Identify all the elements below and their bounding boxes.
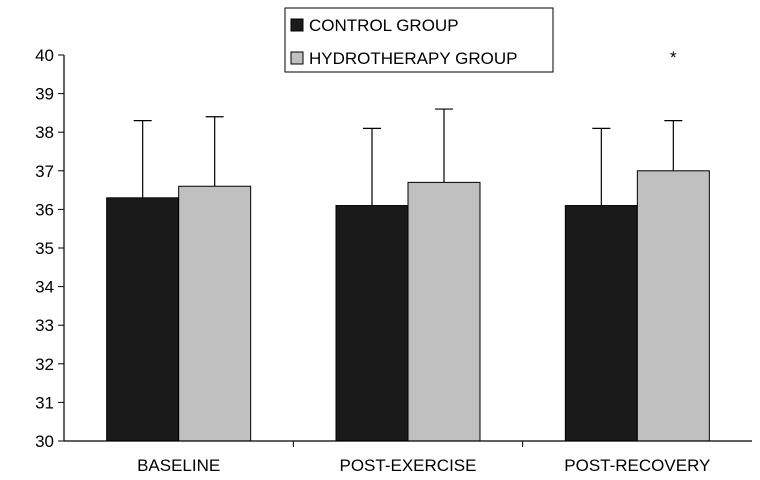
bar-control-2	[564, 205, 638, 442]
bars-layer	[106, 170, 710, 442]
y-ticks-layer: 30 31 32 33 34 35 36 37 38 39 40	[35, 46, 64, 451]
y-tick-label: 30	[35, 432, 54, 451]
bar-hydrotherapy-1	[407, 181, 481, 442]
legend-label-hydrotherapy: HYDROTHERAPY GROUP	[309, 49, 517, 68]
y-tick-label: 31	[35, 393, 54, 412]
y-tick-label: 34	[35, 278, 54, 297]
bar-control-0	[106, 197, 180, 442]
x-labels-layer: BASELINE POST-EXERCISE POST-RECOVERY	[137, 456, 710, 475]
bar-hydrotherapy-2	[636, 170, 710, 442]
y-tick-label: 40	[35, 46, 54, 65]
x-category-label: BASELINE	[137, 456, 220, 475]
y-tick-label: 35	[35, 239, 54, 258]
legend: CONTROL GROUP HYDROTHERAPY GROUP	[284, 7, 554, 73]
y-tick-label: 36	[35, 200, 54, 219]
x-category-label: POST-EXERCISE	[340, 456, 477, 475]
y-tick-label: 39	[35, 85, 54, 104]
y-tick-label: 38	[35, 123, 54, 142]
bar-control-1	[335, 205, 409, 442]
y-tick-label: 37	[35, 162, 54, 181]
x-category-label: POST-RECOVERY	[564, 456, 710, 475]
legend-label-control: CONTROL GROUP	[309, 16, 459, 35]
legend-swatch-hydrotherapy	[290, 51, 304, 65]
significance-annotation: *	[670, 48, 677, 67]
y-tick-label: 33	[35, 316, 54, 335]
legend-box	[284, 7, 554, 73]
annotations-layer: *	[670, 48, 677, 67]
legend-swatch-control	[290, 18, 304, 32]
bar-hydrotherapy-0	[178, 185, 252, 442]
error-bars-layer	[133, 108, 683, 206]
y-tick-label: 32	[35, 355, 54, 374]
